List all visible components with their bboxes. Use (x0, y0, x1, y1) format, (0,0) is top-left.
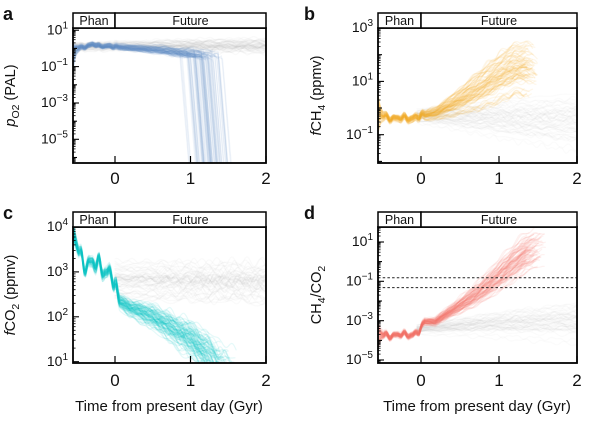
x-tick-label: 2 (261, 371, 270, 390)
haze-threshold-lines (378, 277, 577, 289)
y-tick-label: 10−5 (346, 350, 373, 367)
y-axis-title: fCO2 (ppmv) (3, 255, 22, 336)
phan-region-label: Phan (385, 213, 414, 227)
y-axis-title: fCH4 (ppmv) (309, 56, 328, 136)
future-header-box (114, 12, 267, 29)
axes (72, 12, 267, 164)
x-tick-label: 2 (572, 371, 581, 390)
axes (377, 211, 578, 364)
series-co2-runs (73, 227, 237, 363)
panel-letter-a: a (3, 4, 14, 24)
x-axis-title: Time from present day (Gyr) (383, 398, 571, 415)
future-region-label: Future (172, 213, 208, 227)
future-region-label: Future (481, 14, 517, 28)
phan-region-label: Phan (385, 14, 414, 28)
series-methane-runs (378, 40, 538, 135)
x-tick-label: 0 (110, 371, 119, 390)
x-tick-label: 0 (416, 169, 425, 188)
y-tick-label: 101 (352, 72, 374, 89)
axes (377, 12, 578, 164)
x-axis-title: Time from present day (Gyr) (75, 398, 263, 415)
axis-labels: 0 1 2 101 10−1 10−3 10−5 CH4/CO2 (309, 232, 582, 390)
x-tick-label: 0 (416, 371, 425, 390)
trace-layer (378, 227, 577, 351)
panel-b: 0 1 2 103 101 10−1 fCH4 (ppmv) b Phan Future (304, 4, 582, 188)
future-header-box (114, 211, 267, 228)
axes (72, 211, 267, 364)
trace-layer (73, 227, 266, 363)
future-region-label: Future (481, 213, 517, 227)
y-tick-label: 104 (47, 217, 69, 234)
y-tick-label: 10−3 (41, 93, 68, 110)
x-tick-label: 1 (494, 371, 503, 390)
x-tick-label: 2 (572, 169, 581, 188)
x-tick-label: 1 (186, 371, 195, 390)
y-tick-label: 102 (47, 307, 69, 324)
y-tick-label: 10−1 (346, 125, 373, 142)
series-background-runs (73, 35, 266, 56)
future-region-label: Future (172, 14, 208, 28)
future-header-box (420, 12, 578, 29)
trace-layer (73, 35, 266, 163)
series-background-runs (416, 302, 577, 346)
panel-letter-c: c (3, 203, 13, 223)
panel-c: 0 1 2 104 103 102 101 fCO2 (ppmv) c Phan Future… (3, 203, 271, 415)
axis-labels: 0 1 2 104 103 102 101 fCO2 (ppmv) (3, 217, 271, 390)
y-tick-label: 101 (47, 352, 69, 369)
y-axis-title: pO2 (PAL) (3, 64, 22, 127)
x-tick-label: 1 (494, 169, 503, 188)
x-tick-label: 1 (186, 169, 195, 188)
series-oxygen-runs (73, 40, 232, 163)
series-background-runs (416, 93, 577, 154)
y-tick-label: 101 (47, 20, 69, 37)
axis-labels: 0 1 2 103 101 10−1 fCH4 (ppmv) (309, 18, 582, 188)
y-tick-label: 10−1 (346, 272, 373, 289)
y-tick-label: 103 (352, 18, 374, 35)
x-tick-label: 2 (261, 169, 270, 188)
phan-region-label: Phan (79, 14, 108, 28)
y-tick-label: 101 (352, 232, 374, 249)
y-axis-title: CH4/CO2 (309, 266, 328, 325)
y-tick-label: 10−3 (346, 311, 373, 328)
panel-a: 0 1 2 101 10−1 10−3 10−5 pO2 (PAL) a Phan Futur… (3, 4, 271, 188)
panel-letter-d: d (304, 203, 315, 223)
series-background-runs (114, 256, 266, 307)
series-ch4-co2-ratio-runs (378, 227, 546, 351)
y-tick-label: 10−5 (41, 130, 68, 147)
trace-layer (378, 40, 577, 154)
phan-region-label: Phan (79, 213, 108, 227)
future-header-box (420, 211, 578, 228)
panel-letter-b: b (304, 4, 315, 24)
x-tick-label: 0 (110, 169, 119, 188)
y-tick-label: 10−1 (41, 57, 68, 74)
axis-labels: 0 1 2 101 10−1 10−3 10−5 pO2 (PAL) (3, 20, 271, 188)
y-tick-label: 103 (47, 262, 69, 279)
